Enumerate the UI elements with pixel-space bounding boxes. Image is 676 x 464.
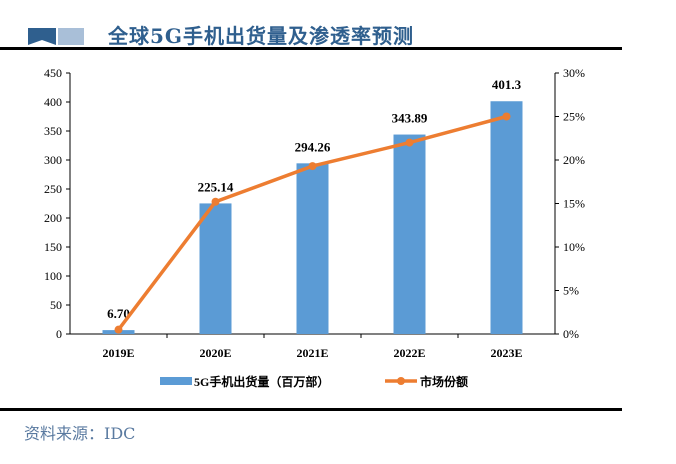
legend-line-label: 市场份额 [420,374,468,389]
right-tick-label: 30% [563,66,585,80]
legend-bar-label: 5G手机出货量（百万部） [194,374,329,389]
right-tick-label: 0% [563,327,579,341]
left-tick-label: 350 [44,124,62,138]
footer-divider [0,408,622,411]
left-tick-label: 0 [56,327,62,341]
right-tick-label: 5% [563,284,579,298]
x-tick-label: 2019E [102,346,134,360]
share-point [405,138,414,147]
bar-data-label: 401.3 [492,77,522,92]
share-point [114,325,123,334]
bar-data-label: 6.70 [107,306,130,321]
left-tick-label: 400 [44,95,62,109]
bar [296,163,329,334]
share-point [211,197,220,206]
bar-data-label: 294.26 [295,139,331,154]
header-divider [0,47,622,50]
left-tick-label: 450 [44,66,62,80]
bar-data-label: 225.14 [198,179,234,194]
right-tick-label: 10% [563,240,585,254]
right-tick-label: 25% [563,110,585,124]
bar [199,203,232,334]
source-note: 资料来源：IDC [24,424,136,443]
share-point [308,162,317,171]
legend-line-marker [397,377,405,385]
bar [490,101,523,334]
x-tick-label: 2021E [296,346,328,360]
legend-bar-swatch [160,377,192,385]
bar [393,134,426,334]
left-tick-label: 300 [44,153,62,167]
share-point [502,112,511,121]
chart: 0 50 100 150 200 250 300 350 400 450 0% 5% 10% 15% 20%… [44,66,585,389]
left-tick-label: 50 [50,298,62,312]
left-tick-label: 250 [44,182,62,196]
x-tick-label: 2020E [199,346,231,360]
right-tick-label: 20% [563,153,585,167]
left-tick-label: 200 [44,211,62,225]
x-tick-label: 2022E [393,346,425,360]
bar-data-label: 343.89 [392,111,428,126]
left-tick-label: 100 [44,269,62,283]
left-tick-label: 150 [44,240,62,254]
right-tick-label: 15% [563,197,585,211]
x-tick-label: 2023E [490,346,522,360]
header-ribbon-icon [28,28,84,45]
page-title: 全球5G手机出货量及渗透率预测 [108,24,414,48]
